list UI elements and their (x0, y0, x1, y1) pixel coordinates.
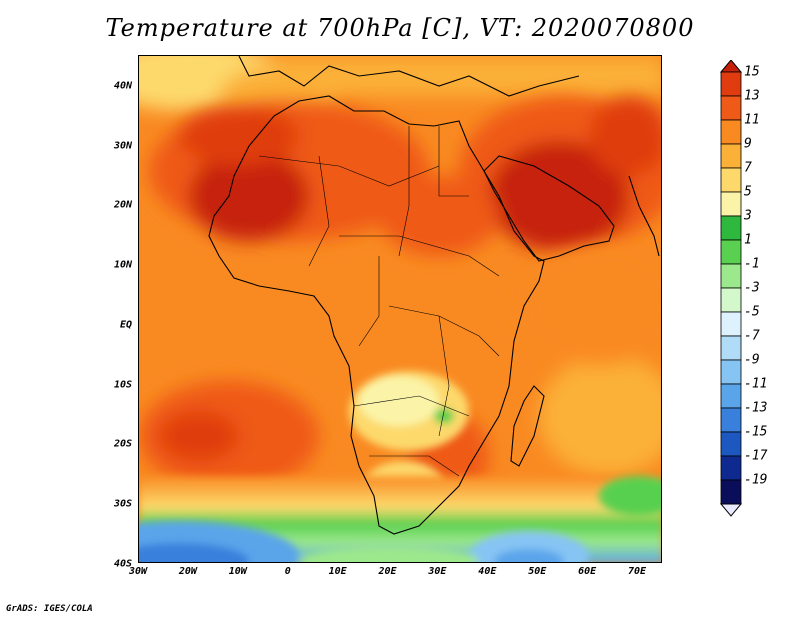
field-south-cold (139, 476, 661, 562)
colorbar-tick-label: 11 (744, 112, 760, 128)
colorbar-tick-label: 1 (744, 232, 752, 248)
africa-coastline (208, 95, 545, 535)
colorbar-bin (720, 431, 742, 457)
india-coastline (628, 175, 660, 257)
map-title: Temperature at 700hPa [C], VT: 202007080… (105, 14, 695, 42)
colorbar-arrow-bottom (719, 503, 743, 517)
colorbar-tick-label: -19 (744, 472, 768, 488)
colorbar-bin (720, 143, 742, 169)
colorbar-bin (720, 335, 742, 361)
colorbar-tick-label: 15 (744, 64, 760, 80)
colorbar-bin (720, 479, 742, 505)
colorbar-bin (720, 215, 742, 241)
colorbar-tick-label: -13 (744, 400, 768, 416)
colorbar-tick-label: 7 (744, 160, 752, 176)
colorbar-bin (720, 71, 742, 97)
colorbar-tick-label: -1 (744, 256, 760, 272)
lat-tick-label: 30S (113, 498, 132, 510)
lon-tick-label: 40E (478, 566, 497, 577)
colorbar-tick-label: 3 (744, 208, 752, 224)
lon-tick-label: 60E (578, 566, 597, 577)
colorbar-bin (720, 239, 742, 265)
colorbar-bin (720, 95, 742, 121)
colorbar-bin (720, 359, 742, 385)
lat-tick-label: 20S (113, 438, 132, 450)
colorbar-bin (720, 287, 742, 313)
colorbar-bin (720, 263, 742, 289)
credit-text: GrADS: IGES/COLA (6, 604, 93, 614)
arabia-coastline (483, 155, 615, 262)
lat-tick-label: 10S (113, 379, 132, 391)
lon-tick-label: 30W (128, 566, 148, 577)
colorbar-bin (720, 455, 742, 481)
colorbar-bin (720, 167, 742, 193)
colorbar-tick-label: 13 (744, 88, 760, 104)
field-hot-north (149, 96, 661, 256)
colorbar-bin (720, 407, 742, 433)
colorbar-bin (720, 311, 742, 337)
lon-tick-label: 10E (328, 566, 347, 577)
colorbar-tick-label: -9 (744, 352, 760, 368)
colorbar-tick-label: 9 (744, 136, 752, 152)
lat-tick-label: 40N (113, 80, 132, 92)
lon-tick-label: 0 (284, 566, 291, 577)
lat-tick-label: 30N (113, 140, 132, 152)
colorbar-tick-label: -7 (744, 328, 760, 344)
field-warm-south (139, 246, 661, 501)
colorbar-tick-label: -11 (744, 376, 768, 392)
colorbar-bin (720, 119, 742, 145)
europe-coastline (238, 56, 580, 97)
colorbar-bin (720, 383, 742, 409)
colorbar-tick-label: 5 (744, 184, 752, 200)
borders (258, 126, 500, 477)
lon-tick-label: 10W (228, 566, 247, 577)
lat-tick-label: 40S (113, 558, 132, 570)
lat-tick-label: EQ (119, 319, 132, 331)
colorbar-tick-label: -5 (744, 304, 760, 320)
colorbar-tick-label: -17 (744, 448, 768, 464)
colorbar-tick-label: -3 (744, 280, 760, 296)
coastlines (208, 56, 660, 535)
field-north (139, 56, 661, 126)
colorbar-arrow-top (719, 60, 743, 73)
lat-tick-label: 20N (113, 199, 132, 211)
colorbar-bin (720, 191, 742, 217)
lon-tick-label: 70E (628, 566, 647, 577)
lon-tick-label: 50E (528, 566, 547, 577)
colorbar-tick-label: -15 (744, 424, 768, 440)
lon-tick-label: 20W (178, 566, 197, 577)
colorbar (719, 60, 743, 517)
lat-tick-label: 10N (113, 259, 132, 271)
lon-tick-label: 20E (378, 566, 397, 577)
lon-tick-label: 30E (428, 566, 447, 577)
madagascar-coastline (510, 385, 545, 467)
temperature-map (138, 55, 662, 563)
